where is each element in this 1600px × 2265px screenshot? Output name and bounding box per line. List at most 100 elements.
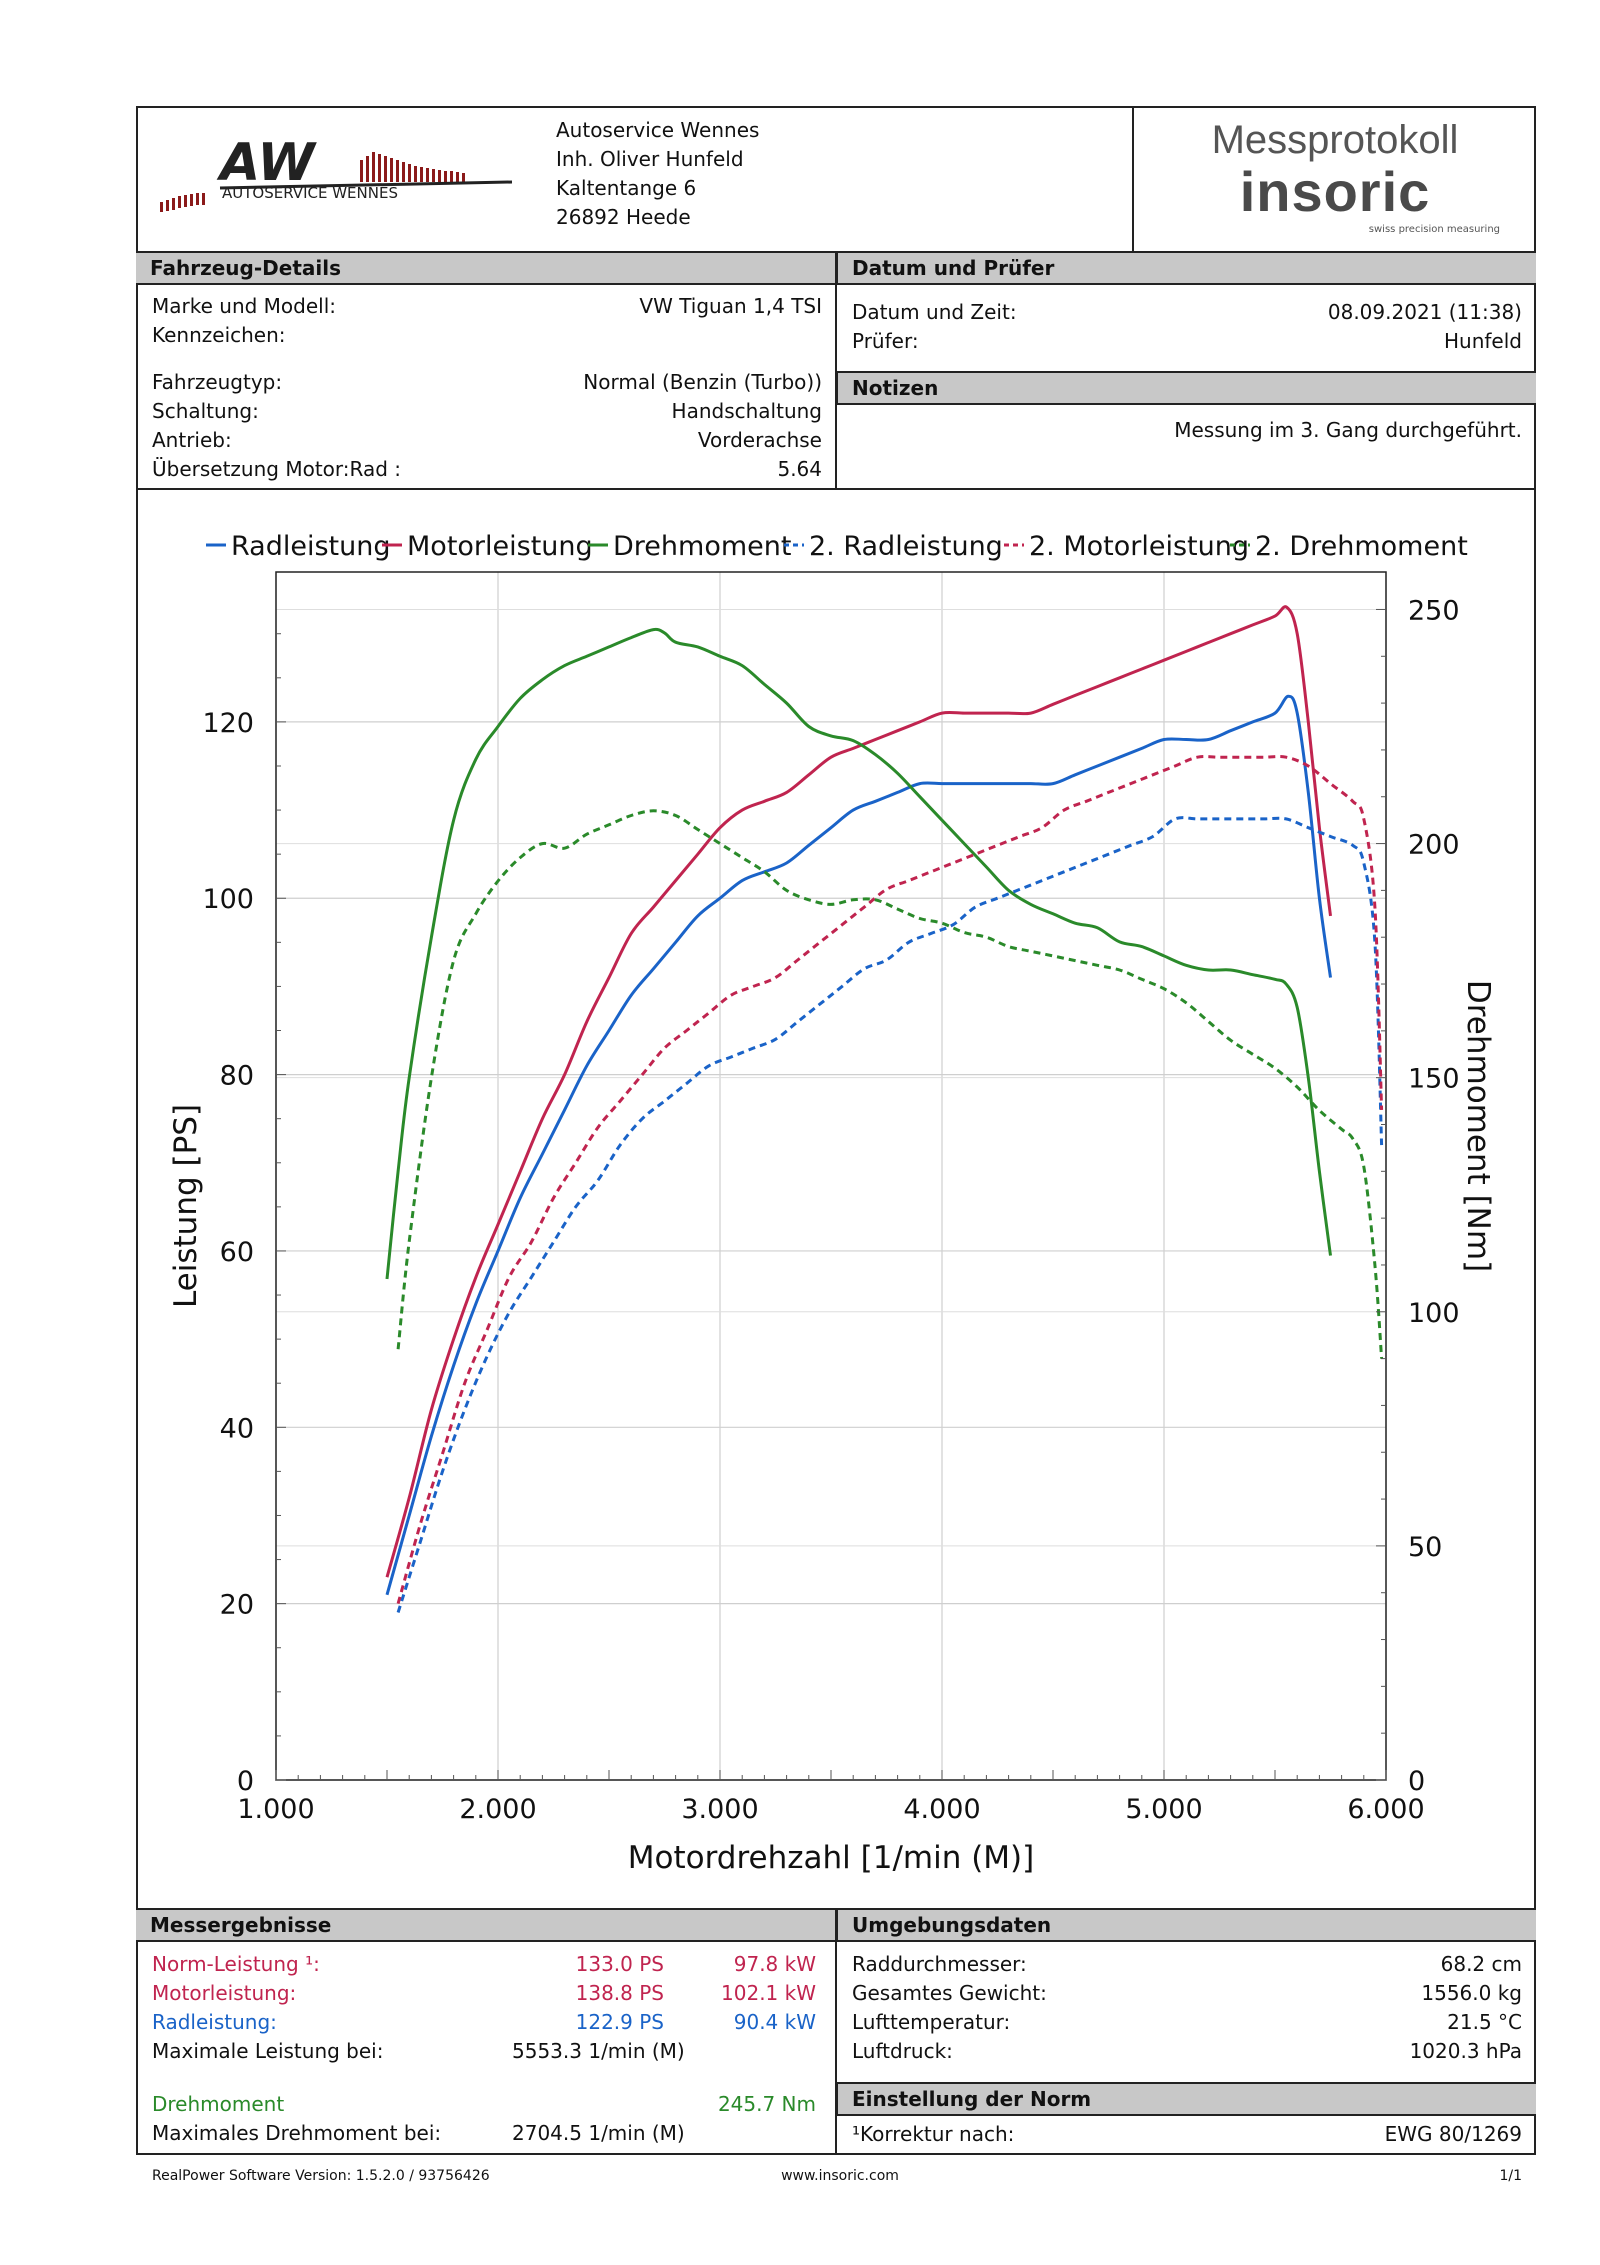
- y-tick-label: 120: [202, 708, 254, 739]
- result-kw: 102.1 kW: [721, 1981, 816, 2005]
- max-torque-row: Maximales Drehmoment bei: 2704.5 1/min (…: [152, 2119, 822, 2148]
- y2-tick-label: 100: [1408, 1298, 1460, 1329]
- footer-website[interactable]: www.insoric.com: [781, 2168, 899, 2184]
- vehicle-row: Kennzeichen:: [152, 321, 822, 350]
- vehicle-label: Schaltung:: [152, 399, 259, 423]
- header-divider: [1132, 106, 1134, 252]
- environment-row: Luftdruck: 1020.3 hPa: [852, 2037, 1522, 2066]
- date-value: 08.09.2021 (11:38): [1327, 300, 1522, 324]
- result-ps: 5553.3 1/min (M): [512, 2039, 685, 2063]
- result-row: Motorleistung: 138.8 PS 102.1 kW: [152, 1979, 822, 2008]
- chart-grid: [275, 572, 1387, 1781]
- y2-tick-label: 0: [1408, 1766, 1425, 1797]
- environment-list: Raddurchmesser: 68.2 cm Gesamtes Gewicht…: [852, 1950, 1522, 2066]
- vehicle-row: Fahrzeugtyp: Normal (Benzin (Turbo)): [152, 368, 822, 397]
- company-address: Autoservice Wennes Inh. Oliver Hunfeld K…: [556, 116, 759, 232]
- company-logo: AW AUTOSERVICE WENNES: [160, 138, 513, 212]
- legend-label: Drehmoment: [613, 531, 791, 562]
- results-list: Norm-Leistung ¹: 133.0 PS 97.8 kW Motorl…: [152, 1950, 822, 2148]
- series-line-radleistung: [385, 694, 1332, 1596]
- result-label: Norm-Leistung ¹:: [152, 1952, 320, 1976]
- environment-header: Umgebungsdaten: [836, 1908, 1536, 1942]
- result-label: Radleistung:: [152, 2010, 277, 2034]
- vehicle-label: Antrieb:: [152, 428, 232, 452]
- series-line-2-drehmoment: [396, 809, 1384, 1359]
- norm-label: ¹Korrektur nach:: [852, 2122, 1015, 2146]
- legend-label: 2. Radleistung: [809, 531, 1003, 562]
- vehicle-row: Antrieb: Vorderachse: [152, 426, 822, 455]
- vehicle-label: Marke und Modell:: [152, 294, 337, 318]
- result-kw: 90.4 kW: [733, 2010, 816, 2034]
- series-line-2-radleistung: [396, 816, 1384, 1613]
- torque-row: Drehmoment 245.7 Nm: [152, 2090, 822, 2119]
- x-tick-label: 5.000: [1125, 1794, 1202, 1825]
- legend-label: 2. Motorleistung: [1029, 531, 1249, 562]
- y2-tick-label: 150: [1408, 1064, 1460, 1095]
- date-value: Hunfeld: [1444, 329, 1522, 353]
- result-kw: [664, 2037, 816, 2066]
- y-tick-label: 60: [220, 1237, 254, 1268]
- date-label: Datum und Zeit:: [852, 300, 1017, 324]
- environment-value: 1556.0 kg: [1421, 1981, 1522, 2005]
- report-frame: [136, 106, 1536, 2155]
- vehicle-label: Kennzeichen:: [152, 323, 286, 347]
- chart-ticks: 1.000 2.000 3.000 4.000 5.000 6.0000204060801…: [202, 595, 1459, 1825]
- result-row: Maximale Leistung bei: 5553.3 1/min (M): [152, 2037, 822, 2066]
- result-label: Maximale Leistung bei:: [152, 2039, 384, 2063]
- environment-row: Gesamtes Gewicht: 1556.0 kg: [852, 1979, 1522, 2008]
- vehicle-value: Normal (Benzin (Turbo)): [583, 370, 822, 394]
- series-line-2-motorleistung: [396, 755, 1384, 1605]
- results-divider: [835, 1908, 837, 2154]
- result-ps: 122.9 PS: [575, 2010, 664, 2034]
- vehicle-details: Marke und Modell: VW Tiguan 1,4 TSI Kenn…: [152, 292, 822, 484]
- vehicle-row: Schaltung: Handschaltung: [152, 397, 822, 426]
- vehicle-header: Fahrzeug-Details: [136, 251, 836, 285]
- environment-row: Lufttemperatur: 21.5 °C: [852, 2008, 1522, 2037]
- y2-axis-label: Drehmoment [Nm]: [1460, 980, 1496, 1272]
- vehicle-label: Fahrzeugtyp:: [152, 370, 283, 394]
- address-line: Kaltentange 6: [556, 176, 697, 200]
- y-tick-label: 20: [220, 1590, 254, 1621]
- result-label: Motorleistung:: [152, 1981, 297, 2005]
- notes-text: Messung im 3. Gang durchgeführt.: [1174, 418, 1522, 442]
- legend-label: Motorleistung: [407, 531, 593, 562]
- y2-tick-label: 50: [1408, 1532, 1442, 1563]
- result-ps: 133.0 PS: [575, 1952, 664, 1976]
- footer-version: RealPower Software Version: 1.5.2.0 / 93…: [152, 2168, 490, 2184]
- norm-value: EWG 80/1269: [1384, 2122, 1522, 2146]
- y-tick-label: 0: [237, 1766, 254, 1797]
- x-tick-label: 1.000: [237, 1794, 314, 1825]
- dyno-chart: Radleistung Motorleistung Drehmoment 2. Rad…: [168, 531, 1496, 1876]
- environment-value: 21.5 °C: [1447, 2010, 1522, 2034]
- norm-header: Einstellung der Norm: [836, 2082, 1536, 2116]
- address-line: Inh. Oliver Hunfeld: [556, 147, 744, 171]
- logo-mark-text: AW: [216, 138, 317, 193]
- environment-label: Lufttemperatur:: [852, 2010, 1011, 2034]
- series-line-motorleistung: [385, 605, 1332, 1578]
- environment-value: 68.2 cm: [1440, 1952, 1522, 1976]
- chart-top-border: [136, 488, 1536, 490]
- section-divider: [835, 251, 837, 489]
- max-torque-value: 2704.5 1/min (M): [512, 2121, 685, 2145]
- result-row: Norm-Leistung ¹: 133.0 PS 97.8 kW: [152, 1950, 822, 1979]
- brand-tagline: swiss precision measuring: [1368, 224, 1500, 235]
- footer-page: 1/1: [1499, 2168, 1522, 2184]
- notes-header: Notizen: [836, 371, 1536, 405]
- legend-label: Radleistung: [231, 531, 390, 562]
- x-tick-label: 3.000: [681, 1794, 758, 1825]
- environment-row: Raddurchmesser: 68.2 cm: [852, 1950, 1522, 1979]
- date-details: Datum und Zeit: 08.09.2021 (11:38) Prüfe…: [852, 298, 1522, 356]
- x-tick-label: 6.000: [1347, 1794, 1424, 1825]
- results-header: Messergebnisse: [136, 1908, 836, 1942]
- environment-label: Luftdruck:: [852, 2039, 953, 2063]
- date-row: Datum und Zeit: 08.09.2021 (11:38): [852, 298, 1522, 327]
- chart-legend: Radleistung Motorleistung Drehmoment 2. Rad…: [206, 531, 1468, 562]
- x-axis-label: Motordrehzahl [1/min (M)]: [628, 1840, 1034, 1876]
- environment-value: 1020.3 hPa: [1409, 2039, 1522, 2063]
- y2-tick-label: 200: [1408, 830, 1460, 861]
- torque-value: 245.7 Nm: [717, 2092, 816, 2116]
- address-line: 26892 Heede: [556, 205, 691, 229]
- vehicle-value: Vorderachse: [697, 428, 822, 452]
- result-row: Radleistung: 122.9 PS 90.4 kW: [152, 2008, 822, 2037]
- max-torque-label: Maximales Drehmoment bei:: [152, 2121, 442, 2145]
